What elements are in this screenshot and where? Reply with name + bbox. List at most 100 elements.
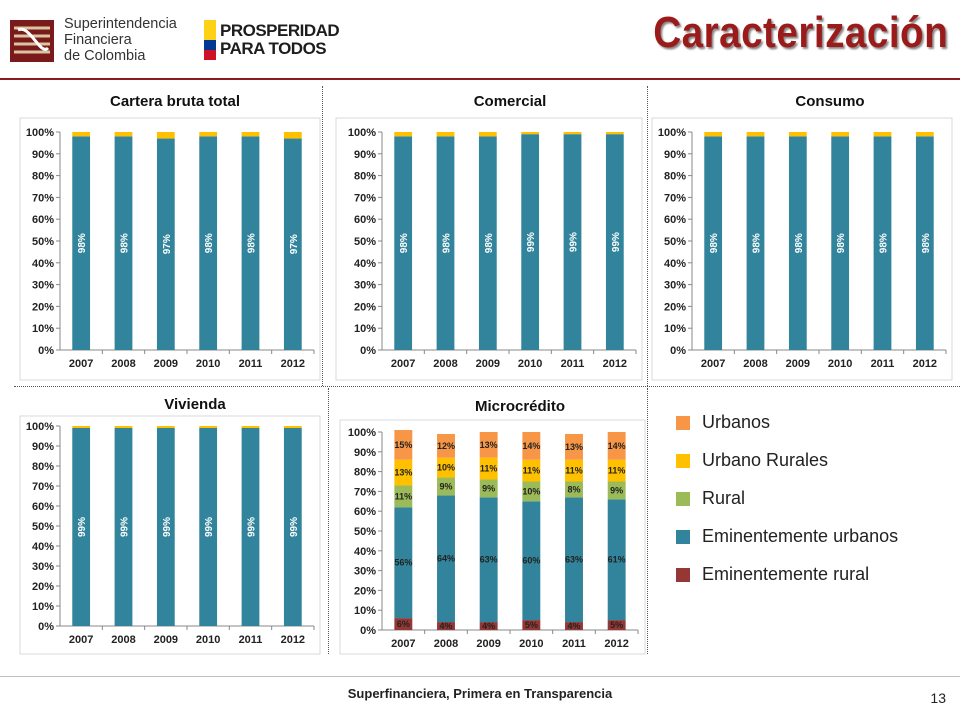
legend-label-eminentemente-urbanos: Eminentemente urbanos <box>702 526 899 546</box>
superfinanciera-emblem-icon <box>10 20 54 62</box>
data-label: 98% <box>247 233 258 253</box>
y-tick-label: 10% <box>664 323 686 335</box>
bar-segment <box>521 132 540 135</box>
bar-segment <box>479 432 498 458</box>
x-tick-label: 2007 <box>69 634 93 646</box>
bar-segment <box>607 620 626 630</box>
x-tick-label: 2008 <box>743 358 767 370</box>
x-tick-label: 2010 <box>196 358 220 370</box>
y-tick-label: 0% <box>360 345 376 357</box>
y-tick-label: 70% <box>664 192 686 204</box>
bar-segment <box>114 136 133 350</box>
y-tick-label: 50% <box>32 236 54 248</box>
bar-segment <box>283 426 302 428</box>
y-tick-label: 30% <box>354 566 376 578</box>
legend-swatch-rural <box>676 492 690 506</box>
legend-swatch-eminentemente-rural <box>676 568 690 582</box>
data-label: 60% <box>522 556 540 566</box>
bar-segment <box>704 132 723 137</box>
logo-line-2: PARA TODOS <box>220 39 327 58</box>
data-label: 97% <box>162 234 173 254</box>
x-tick-label: 2010 <box>519 638 543 650</box>
data-label: 99% <box>569 232 580 252</box>
chart-microcredito: 0% 10% 20% 30% 40% 50% 60% 70% 80% 90% 100% 2007 6% 5… <box>339 419 646 655</box>
colombia-flag-icon <box>204 20 216 60</box>
bar-segment <box>394 507 413 619</box>
y-tick-label: 70% <box>32 192 54 204</box>
bar-segment <box>563 132 582 135</box>
y-tick-label: 30% <box>354 280 376 292</box>
y-tick-label: 10% <box>32 323 54 335</box>
y-tick-label: 100% <box>658 127 686 139</box>
y-tick-label: 10% <box>354 605 376 617</box>
bar-segment <box>72 136 91 350</box>
legend-label-eminentemente-rural: Eminentemente rural <box>702 564 870 584</box>
bar-segment <box>72 428 91 626</box>
bar-segment <box>565 433 583 460</box>
divider-bottom-right <box>647 388 648 654</box>
data-label: 11% <box>480 464 498 474</box>
footer-tagline: Superfinanciera, Primera en Transparenci… <box>347 686 613 701</box>
y-tick-label: 30% <box>32 280 54 292</box>
chart-title-vivienda: Vivienda <box>164 396 226 413</box>
y-tick-label: 0% <box>38 345 54 357</box>
bar-segment <box>394 459 413 486</box>
data-label: 98% <box>836 233 847 253</box>
bar-segment <box>394 485 413 508</box>
bar-segment <box>704 136 723 350</box>
legend-label-rural: Rural <box>702 488 746 508</box>
x-tick-label: 2012 <box>281 634 305 646</box>
data-label: 98% <box>752 233 763 253</box>
bar-segment <box>283 428 302 626</box>
superfinanciera-logo-text: Superintendencia Financiera de Colombia <box>64 16 177 64</box>
data-label: 5% <box>610 620 623 630</box>
data-label: 11% <box>523 466 541 476</box>
bar-segment <box>241 426 260 428</box>
data-label: 63% <box>480 555 498 565</box>
bar-segment <box>831 132 850 137</box>
bar-segment <box>437 477 455 496</box>
y-tick-label: 20% <box>664 301 686 313</box>
bar-segment <box>72 426 91 428</box>
bar-segment <box>436 132 455 137</box>
x-tick-label: 2011 <box>239 358 263 370</box>
bar-segment <box>199 136 218 350</box>
y-tick-label: 0% <box>360 625 376 637</box>
data-label: 99% <box>77 517 88 537</box>
data-label: 14% <box>608 441 626 451</box>
data-label: 14% <box>522 441 540 451</box>
y-tick-label: 60% <box>354 506 376 518</box>
bar-segment <box>241 428 260 626</box>
y-tick-label: 10% <box>32 601 54 613</box>
bar-segment <box>394 136 413 350</box>
x-tick-label: 2012 <box>603 358 627 370</box>
data-label: 99% <box>289 517 300 537</box>
bar-segment <box>522 432 541 460</box>
y-tick-label: 100% <box>348 427 376 439</box>
x-tick-label: 2007 <box>391 358 415 370</box>
data-label: 99% <box>247 517 258 537</box>
bar-segment <box>522 459 541 482</box>
legend-label-urbanos: Urbanos <box>702 412 771 432</box>
bar-segment <box>479 622 498 630</box>
x-tick-label: 2008 <box>111 358 135 370</box>
y-tick-label: 40% <box>664 258 686 270</box>
x-tick-label: 2010 <box>518 358 542 370</box>
bar-segment <box>915 136 934 350</box>
bar-segment <box>394 132 413 137</box>
y-tick-label: 60% <box>32 501 54 513</box>
data-label: 61% <box>608 555 626 565</box>
chart-title-consumo: Consumo <box>795 93 865 110</box>
bar-segment <box>479 479 498 498</box>
bar-segment <box>394 618 413 630</box>
bar-segment <box>72 132 91 137</box>
bar-segment <box>199 428 218 626</box>
data-label: 98% <box>879 233 890 253</box>
bar-segment <box>915 132 934 137</box>
bar-segment <box>565 481 583 498</box>
data-label: 98% <box>399 233 410 253</box>
x-tick-label: 2011 <box>871 358 895 370</box>
x-tick-label: 2010 <box>196 634 220 646</box>
chart-cartera-bruta-total: 0% 10% 20% 30% 40% 50% 60% 70% 80% 90% 100% 2007 98%… <box>19 117 321 381</box>
data-label: 12% <box>437 441 455 451</box>
